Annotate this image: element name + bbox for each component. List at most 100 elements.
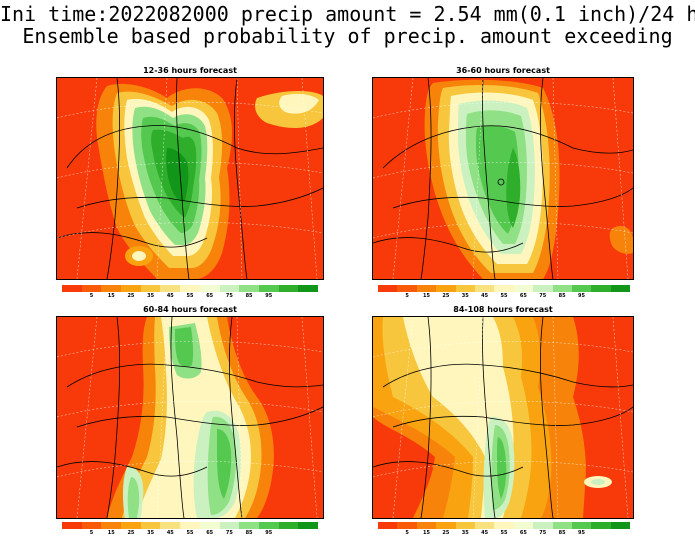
panel-title: 36-60 hours forecast	[456, 66, 550, 75]
colorbar-swatch	[436, 522, 456, 529]
colorbar-swatch	[610, 522, 631, 529]
colorbar-swatch	[278, 522, 299, 529]
panel-title: 60-84 hours forecast	[143, 305, 237, 314]
colorbar-swatch	[397, 522, 417, 529]
colorbar-swatch	[416, 285, 437, 292]
colorbar-tick-label: 15	[422, 530, 430, 536]
colorbar-tick-label: 55	[186, 293, 194, 299]
colorbar-swatch	[533, 522, 553, 529]
colorbar-swatch	[455, 522, 475, 529]
colorbar-tick-label: 45	[166, 293, 174, 299]
colorbar-swatch	[513, 285, 534, 292]
colorbar-swatch	[436, 285, 456, 292]
colorbar-tick-label: 45	[481, 293, 489, 299]
colorbar-tick-label: 65	[519, 530, 527, 536]
colorbar-swatch	[298, 285, 318, 292]
colorbar-tick-label: 65	[206, 530, 214, 536]
panel-title: 84-108 hours forecast	[453, 305, 553, 314]
probability-map	[372, 316, 634, 519]
chart-title-line-1: Ini time:2022082000 precip amount = 2.54…	[0, 2, 695, 26]
colorbar-tick-label: 35	[461, 530, 469, 536]
colorbar-swatch	[378, 522, 398, 529]
colorbar-tick-label: 25	[442, 530, 450, 536]
colorbar-swatch	[160, 285, 181, 292]
colorbar-tick-label: 25	[127, 530, 135, 536]
panel-title: 12-36 hours forecast	[143, 66, 237, 75]
colorbar-labels: 5 15 25 35 45 55 65 75 85 95	[62, 530, 318, 538]
colorbar-swatch	[455, 285, 475, 292]
colorbar-tick-label: 95	[578, 530, 586, 536]
colorbar-tick-label: 35	[147, 530, 155, 536]
colorbar-swatch	[474, 285, 495, 292]
probability-map	[56, 316, 324, 519]
colorbar-tick-label: 5	[405, 293, 409, 299]
colorbar-swatch	[199, 285, 220, 292]
colorbar-swatch	[513, 522, 534, 529]
colorbar-tick-label: 15	[422, 293, 430, 299]
colorbar-labels: 5 15 25 35 45 55 65 75 85 95	[378, 530, 630, 538]
colorbar-tick-label: 55	[500, 293, 508, 299]
probability-map	[56, 77, 324, 280]
colorbar-swatch	[140, 285, 161, 292]
colorbar-tick-label: 75	[225, 293, 233, 299]
colorbar-tick-label: 65	[519, 293, 527, 299]
chart-title-line-2: Ensemble based probability of precip. am…	[22, 24, 673, 48]
colorbar-tick-label: 95	[578, 293, 586, 299]
colorbar-tick-label: 85	[245, 293, 253, 299]
colorbar-swatch	[397, 285, 417, 292]
colorbar-swatch	[219, 522, 240, 529]
colorbar	[62, 285, 318, 292]
colorbar-swatch	[533, 285, 553, 292]
colorbar-tick-label: 15	[107, 530, 115, 536]
colorbar-swatch	[101, 522, 122, 529]
colorbar	[378, 522, 631, 529]
colorbar-tick-label: 25	[442, 293, 450, 299]
colorbar-tick-label: 85	[558, 530, 566, 536]
colorbar-labels: 5 15 25 35 45 55 65 75 85 95	[62, 293, 318, 301]
colorbar-tick-label: 45	[481, 530, 489, 536]
colorbar-tick-label: 95	[265, 530, 273, 536]
colorbar-swatch	[180, 285, 200, 292]
colorbar-tick-label: 55	[186, 530, 194, 536]
colorbar-swatch	[474, 522, 495, 529]
panel-84-108: 84-108 hours forecast	[372, 305, 634, 537]
colorbar-tick-label: 65	[206, 293, 214, 299]
colorbar-tick-label: 25	[127, 293, 135, 299]
colorbar-swatch	[140, 522, 161, 529]
colorbar-swatch	[571, 285, 592, 292]
colorbar-swatch	[278, 285, 299, 292]
colorbar-tick-label: 85	[245, 530, 253, 536]
colorbar-tick-label: 5	[89, 530, 94, 536]
panel-60-84: 60-84 hours forecast	[56, 305, 324, 537]
colorbar-swatch	[378, 285, 398, 292]
colorbar-tick-label: 75	[539, 530, 547, 536]
colorbar-swatch	[610, 285, 631, 292]
colorbar	[378, 285, 631, 292]
colorbar-swatch	[552, 522, 572, 529]
colorbar-swatch	[239, 522, 259, 529]
colorbar-tick-label: 35	[461, 293, 469, 299]
colorbar-swatch	[571, 522, 592, 529]
colorbar-swatch	[62, 285, 82, 292]
panel-12-36: 12-36 hours forecast	[56, 66, 324, 301]
colorbar-tick-label: 35	[147, 293, 155, 299]
colorbar-swatch	[219, 285, 240, 292]
colorbar-tick-label: 45	[166, 530, 174, 536]
colorbar-swatch	[101, 285, 122, 292]
colorbar-swatch	[121, 522, 141, 529]
colorbar-swatch	[239, 285, 259, 292]
panel-36-60: 36-60 hours forecast	[372, 66, 634, 299]
colorbar-swatch	[160, 522, 181, 529]
colorbar-swatch	[416, 522, 437, 529]
colorbar-tick-label: 5	[405, 530, 409, 536]
colorbar-tick-label: 75	[539, 293, 547, 299]
colorbar-swatch	[121, 285, 141, 292]
colorbar-swatch	[199, 522, 220, 529]
colorbar-swatch	[258, 285, 279, 292]
colorbar-tick-label: 5	[89, 293, 94, 299]
colorbar-swatch	[494, 522, 514, 529]
colorbar-tick-label: 85	[558, 293, 566, 299]
colorbar-swatch	[591, 522, 611, 529]
colorbar-swatch	[591, 285, 611, 292]
colorbar-tick-label: 15	[107, 293, 115, 299]
